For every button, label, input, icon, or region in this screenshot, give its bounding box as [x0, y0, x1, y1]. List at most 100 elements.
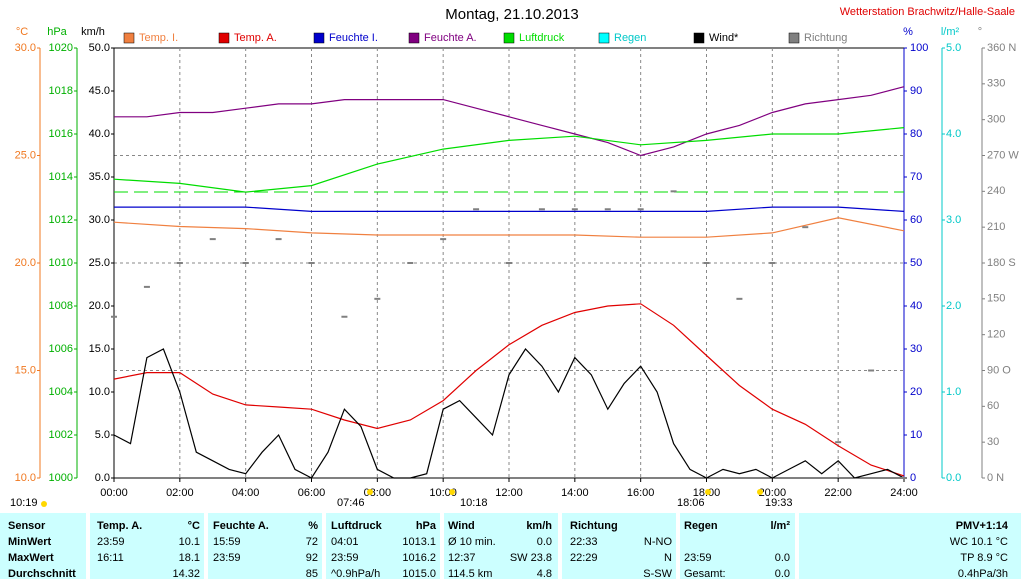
axis-unit: hPa — [47, 26, 67, 38]
chart-title: Montag, 21.10.2013 — [445, 6, 578, 23]
table-cell: Gesamt: — [684, 568, 726, 579]
legend-label: Feuchte I. — [329, 32, 378, 44]
y-tick-label: 1016 — [49, 128, 73, 140]
y-tick-label: 330 — [987, 78, 1005, 90]
y-tick-label: 150 — [987, 293, 1005, 305]
series-line — [114, 206, 905, 212]
direction-point — [571, 208, 578, 211]
y-tick-label: 15.0 — [89, 343, 110, 355]
y-tick-label: 360 N — [987, 42, 1016, 54]
y-tick-label: 30.0 — [89, 214, 110, 226]
series-line — [114, 86, 905, 157]
table-cell: 23:59 — [684, 552, 712, 564]
direction-point — [111, 315, 117, 318]
axis-unit: ° — [978, 26, 982, 38]
x-tick-label: 20:00 — [759, 487, 787, 499]
y-tick-label: 20 — [910, 386, 922, 398]
direction-point — [868, 369, 875, 372]
table-header: PMV+1:14 — [956, 520, 1009, 532]
table-cell: Ø 10 min. — [448, 536, 496, 548]
y-tick-label: 1012 — [49, 214, 73, 226]
legend-label: Luftdruck — [519, 32, 565, 44]
time-mark: 10:18 — [460, 497, 488, 509]
table-header: Regen — [684, 520, 718, 532]
legend-swatch — [503, 32, 515, 44]
y-tick-label: 90 O — [987, 364, 1011, 376]
y-tick-label: 1006 — [49, 343, 73, 355]
series-line — [113, 348, 905, 479]
station-name: Wetterstation Brachwitz/Halle-Saale — [840, 6, 1015, 18]
table-cell: 0.0 — [775, 568, 790, 579]
y-tick-label: 30 — [910, 343, 922, 355]
table-cell: 0.4hPa/3h — [958, 568, 1008, 579]
x-tick-label: 14:00 — [561, 487, 589, 499]
direction-point — [308, 262, 315, 264]
y-tick-label: 50 — [910, 257, 922, 269]
legend-swatch — [313, 32, 325, 44]
y-tick-label: 20.0 — [89, 300, 110, 312]
direction-point — [637, 208, 644, 211]
y-tick-label: 60 — [987, 400, 999, 412]
y-tick-label: 1.0 — [946, 386, 961, 398]
sun-marker — [757, 489, 763, 495]
table-cell: 4.8 — [537, 568, 552, 579]
y-tick-label: 0.0 — [946, 472, 961, 484]
table-header: °C — [188, 520, 200, 532]
legend-swatch — [218, 32, 230, 44]
table-header: hPa — [416, 520, 437, 532]
y-tick-label: 1004 — [49, 386, 73, 398]
direction-point — [538, 208, 545, 211]
y-tick-label: 4.0 — [946, 128, 961, 140]
direction-point — [769, 262, 776, 264]
direction-point — [901, 477, 907, 479]
y-tick-label: 1010 — [49, 257, 73, 269]
y-tick-label: 2.0 — [946, 300, 961, 312]
y-tick-label: 1020 — [49, 42, 73, 54]
table-cell: 1013.1 — [402, 536, 436, 548]
y-tick-label: 25.0 — [15, 149, 36, 161]
table-cell: 15:59 — [213, 536, 241, 548]
y-tick-label: 80 — [910, 128, 922, 140]
y-tick-label: 10.0 — [89, 386, 110, 398]
table-cell: N-NO — [644, 536, 673, 548]
direction-point — [341, 315, 348, 318]
x-tick-label: 04:00 — [232, 487, 260, 499]
direction-point — [670, 190, 677, 193]
time-mark: 18:06 — [677, 497, 705, 509]
direction-point — [473, 208, 480, 211]
y-tick-label: 60 — [910, 214, 922, 226]
table-cell: 72 — [306, 536, 318, 548]
y-tick-label: 100 — [910, 42, 928, 54]
sun-marker — [705, 489, 711, 495]
table-cell: SW 23.8 — [510, 552, 552, 564]
legend-label: Wind* — [709, 32, 739, 44]
y-tick-label: 35.0 — [89, 171, 110, 183]
table-cell: 04:01 — [331, 536, 359, 548]
y-tick-label: 300 — [987, 114, 1005, 126]
table-header: Richtung — [570, 520, 618, 532]
direction-point — [440, 238, 447, 241]
table-cell: 22:29 — [570, 552, 598, 564]
y-tick-label: 5.0 — [946, 42, 961, 54]
y-tick-label: 5.0 — [95, 429, 110, 441]
table-header: % — [308, 520, 318, 532]
y-tick-label: 210 — [987, 221, 1005, 233]
table-cell: 1016.2 — [402, 552, 436, 564]
table-cell: 12:37 — [448, 552, 476, 564]
y-tick-label: 10.0 — [15, 472, 36, 484]
x-tick-label: 16:00 — [627, 487, 655, 499]
table-header: Sensor — [8, 520, 46, 532]
table-cell: 114.5 km — [448, 568, 492, 579]
x-tick-label: 00:00 — [100, 487, 128, 499]
y-tick-label: 1002 — [49, 429, 73, 441]
table-cell: 85 — [306, 568, 318, 579]
y-tick-label: 0 N — [987, 472, 1004, 484]
direction-point — [802, 226, 809, 229]
y-tick-label: 30.0 — [15, 42, 36, 54]
y-tick-label: 0 — [910, 472, 916, 484]
table-cell: 23:59 — [213, 552, 241, 564]
time-mark: 07:46 — [337, 497, 365, 509]
table-header: Wind — [448, 520, 475, 532]
direction-point — [374, 297, 381, 300]
